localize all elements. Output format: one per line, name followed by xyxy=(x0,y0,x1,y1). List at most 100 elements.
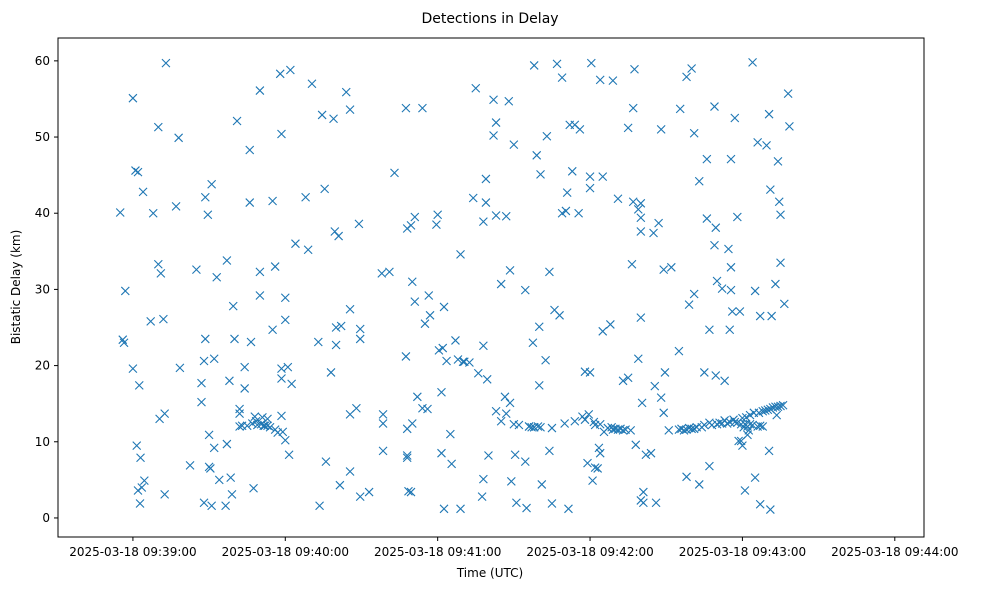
data-point-398 xyxy=(776,258,785,268)
data-point-82 xyxy=(268,325,277,335)
data-point-307 xyxy=(679,425,689,435)
data-point-40 xyxy=(205,464,215,473)
data-point-48 xyxy=(222,439,232,449)
data-point-151 xyxy=(424,291,434,300)
data-point-315 xyxy=(689,424,699,434)
data-point-55 xyxy=(232,116,242,126)
data-point-181 xyxy=(484,451,493,460)
data-point-160 xyxy=(439,504,449,514)
data-point-247 xyxy=(586,58,596,68)
data-point-31 xyxy=(197,378,206,388)
data-point-46 xyxy=(214,475,224,485)
data-point-289 xyxy=(636,496,646,505)
data-point-275 xyxy=(627,259,637,269)
data-point-324 xyxy=(702,214,712,223)
data-point-287 xyxy=(638,487,648,497)
data-point-350 xyxy=(730,113,740,123)
data-point-190 xyxy=(501,211,511,221)
data-point-137 xyxy=(402,451,412,460)
data-point-257 xyxy=(598,326,608,336)
data-point-104 xyxy=(315,501,324,511)
data-point-221 xyxy=(545,446,554,456)
data-point-37 xyxy=(203,210,213,220)
data-point-231 xyxy=(562,188,572,198)
data-point-105 xyxy=(317,110,327,120)
data-point-335 xyxy=(712,276,722,286)
data-point-106 xyxy=(320,184,330,194)
data-point-384 xyxy=(763,405,773,415)
data-point-196 xyxy=(509,140,519,150)
data-point-4 xyxy=(128,93,138,103)
data-point-346 xyxy=(726,285,736,295)
data-point-93 xyxy=(280,315,290,325)
data-point-121 xyxy=(352,403,361,413)
data-point-225 xyxy=(552,59,562,69)
data-point-385 xyxy=(764,109,774,119)
data-point-81 xyxy=(268,196,277,206)
data-point-153 xyxy=(433,210,443,220)
data-point-325 xyxy=(702,154,712,164)
data-point-184 xyxy=(491,118,501,127)
y-tick-label-3: 30 xyxy=(35,282,50,296)
data-point-11 xyxy=(135,499,145,508)
data-point-195 xyxy=(506,476,516,486)
data-point-64 xyxy=(245,198,255,207)
data-point-143 xyxy=(407,419,417,428)
data-point-203 xyxy=(522,503,531,513)
data-point-9 xyxy=(134,381,144,390)
data-point-161 xyxy=(442,356,451,366)
data-point-146 xyxy=(412,392,422,402)
data-point-182 xyxy=(489,95,498,105)
data-point-133 xyxy=(401,103,411,113)
data-point-2 xyxy=(119,338,129,348)
data-point-227 xyxy=(557,73,567,83)
y-tick-label-6: 60 xyxy=(35,54,50,68)
data-point-253 xyxy=(594,443,604,453)
data-point-6 xyxy=(131,166,140,175)
data-point-126 xyxy=(364,487,374,497)
data-point-185 xyxy=(491,211,501,220)
data-point-377 xyxy=(755,311,765,321)
data-point-207 xyxy=(528,338,538,348)
y-tick-label-2: 20 xyxy=(35,359,50,373)
data-point-78 xyxy=(263,421,272,431)
data-point-348 xyxy=(727,307,737,316)
data-point-327 xyxy=(705,325,714,335)
data-point-347 xyxy=(726,154,736,164)
data-point-32 xyxy=(197,397,206,407)
data-point-131 xyxy=(385,267,394,277)
data-point-213 xyxy=(534,322,544,332)
data-point-187 xyxy=(496,279,506,289)
data-point-107 xyxy=(321,457,331,466)
data-point-305 xyxy=(675,104,685,114)
data-point-35 xyxy=(200,192,210,202)
data-point-0 xyxy=(115,208,125,217)
data-point-80 xyxy=(265,422,275,432)
data-point-330 xyxy=(710,102,719,111)
data-point-42 xyxy=(207,501,217,511)
data-point-118 xyxy=(345,304,355,314)
data-point-386 xyxy=(764,446,774,456)
data-point-47 xyxy=(221,501,231,511)
data-point-145 xyxy=(410,212,420,222)
data-point-60 xyxy=(240,384,250,393)
data-point-67 xyxy=(249,483,258,493)
data-point-103 xyxy=(313,337,323,347)
data-point-317 xyxy=(689,289,699,299)
data-point-266 xyxy=(613,194,623,204)
data-point-26 xyxy=(171,201,181,211)
data-point-97 xyxy=(285,65,295,75)
y-axis: 0 10 20 30 40 50 60 xyxy=(35,54,58,525)
data-point-90 xyxy=(277,411,286,421)
data-point-72 xyxy=(255,267,265,277)
data-point-51 xyxy=(226,473,236,482)
data-point-390 xyxy=(767,311,777,321)
data-point-222 xyxy=(547,423,557,433)
data-point-397 xyxy=(774,197,784,207)
data-point-240 xyxy=(580,415,590,425)
data-point-100 xyxy=(301,192,310,202)
x-tick-label-4: 2025-03-18 09:43:00 xyxy=(679,545,806,559)
data-point-269 xyxy=(618,376,628,386)
data-point-186 xyxy=(491,406,501,416)
